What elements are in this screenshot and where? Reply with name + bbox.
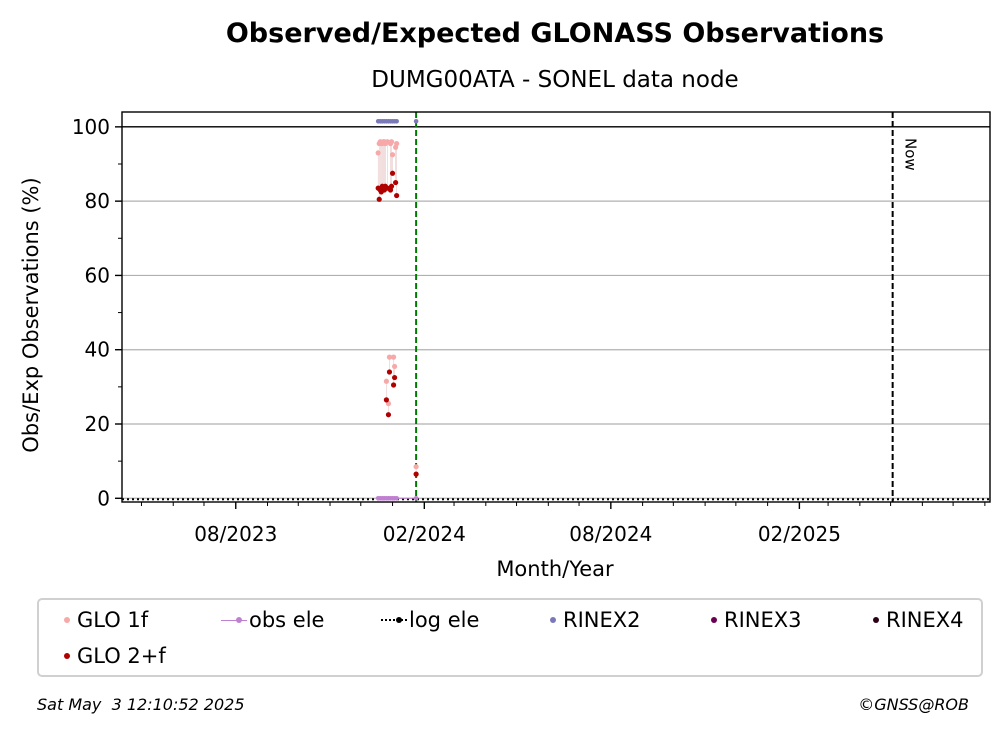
data-point-glo-2-f (394, 192, 400, 199)
legend-item-glo-1f: GLO 1f (47, 606, 148, 634)
legend-label-glo-1f: GLO 1f (77, 608, 149, 632)
x-tick-label: 08/2023 (194, 522, 277, 546)
y-tick-label: 0 (97, 486, 110, 510)
legend-item-rinex4: RINEX4 (856, 606, 964, 634)
legend-item-rinex2: RINEX2 (533, 606, 641, 634)
legend-label-rinex4: RINEX4 (886, 608, 964, 632)
legend-dot-rinex3 (711, 617, 717, 623)
y-tick-label: 100 (72, 115, 110, 139)
data-point-glo-2-f (383, 397, 389, 403)
data-point-obs-ele (394, 495, 399, 501)
legend-marker-dot (533, 606, 563, 634)
y-axis-label: Obs/Exp Observations (%) (19, 177, 43, 452)
data-point-obs-ele (413, 495, 419, 501)
data-point-glo-2-f (390, 382, 397, 388)
legend-item-rinex3: RINEX3 (694, 606, 802, 634)
x-tick-label: 08/2024 (569, 522, 652, 546)
data-point-glo-2-f (388, 183, 395, 189)
x-tick-label: 02/2025 (758, 522, 841, 546)
legend-item-obs-ele: obs ele (219, 606, 324, 634)
legend-marker-dot-line (219, 606, 249, 634)
legend-marker-dot (856, 606, 886, 634)
legend-label-obs-ele: obs ele (249, 608, 325, 632)
legend-dot-glo-2f (64, 653, 70, 659)
legend-marker-dotted-line (379, 606, 409, 634)
legend-line-obs-ele (221, 619, 247, 621)
data-point-glo-1f (375, 150, 381, 156)
data-point-glo-2-f (391, 374, 398, 381)
y-tick-label: 20 (85, 412, 110, 436)
y-tick-label: 60 (85, 263, 110, 287)
axes-frame (121, 111, 991, 503)
data-point-glo-1f (390, 354, 397, 360)
legend-item-glo-2f: GLO 2+f (47, 642, 166, 670)
data-point-glo-1f (388, 139, 395, 145)
legend-label-glo-2f: GLO 2+f (77, 644, 166, 668)
legend-dot-glo-1f (64, 617, 70, 623)
x-axis-label: Month/Year (496, 557, 614, 581)
legend-dot-rinex4 (873, 617, 879, 623)
data-point-glo-2-f (376, 196, 382, 202)
data-point-rinex2 (394, 118, 399, 124)
data-point-glo-2-f (393, 179, 399, 186)
legend-marker-dot (47, 642, 77, 670)
legend-label-rinex3: RINEX3 (724, 608, 802, 632)
legend-marker-dot (694, 606, 724, 634)
chart-title: Observed/Expected GLONASS Observations (226, 18, 884, 49)
y-tick-label: 40 (85, 338, 110, 362)
legend-dot-log-ele (396, 617, 402, 623)
legend-dot-obs-ele (236, 617, 242, 623)
data-point-rinex2 (413, 118, 419, 124)
legend-dot-rinex2 (550, 617, 556, 623)
legend-item-log-ele: log ele (379, 606, 479, 634)
legend-dotline-log-ele (381, 619, 407, 621)
now-label: Now (902, 138, 920, 171)
data-point-glo-2-f (385, 412, 392, 418)
legend: GLO 1f obs ele log ele RINEX2 RINEX3 RIN… (37, 598, 983, 677)
legend-label-rinex2: RINEX2 (563, 608, 641, 632)
data-point-glo-2-f (386, 369, 393, 375)
data-point-glo-1f (386, 354, 393, 360)
legend-label-log-ele: log ele (409, 608, 480, 632)
y-tick-label: 80 (85, 189, 110, 213)
data-point-glo-1f (383, 378, 389, 384)
data-point-glo-2-f (389, 170, 396, 176)
data-point-glo-2-f (413, 471, 419, 477)
data-point-glo-1f (389, 152, 396, 158)
legend-marker-dot (47, 606, 77, 634)
plot-area: Now 0 20 40 60 80 100 08/2023 02/2024 08/2024 02/2… (72, 111, 991, 546)
data-point-glo-1f (391, 363, 398, 370)
x-tick-label: 02/2024 (383, 522, 466, 546)
data-point-glo-1f (394, 140, 400, 147)
footer-copyright: ©GNSS@ROB (858, 695, 969, 714)
footer-timestamp: Sat May 3 12:10:52 2025 (37, 695, 245, 714)
chart-subtitle: DUMG00ATA - SONEL data node (371, 67, 738, 93)
data-point-glo-1f (413, 464, 419, 470)
